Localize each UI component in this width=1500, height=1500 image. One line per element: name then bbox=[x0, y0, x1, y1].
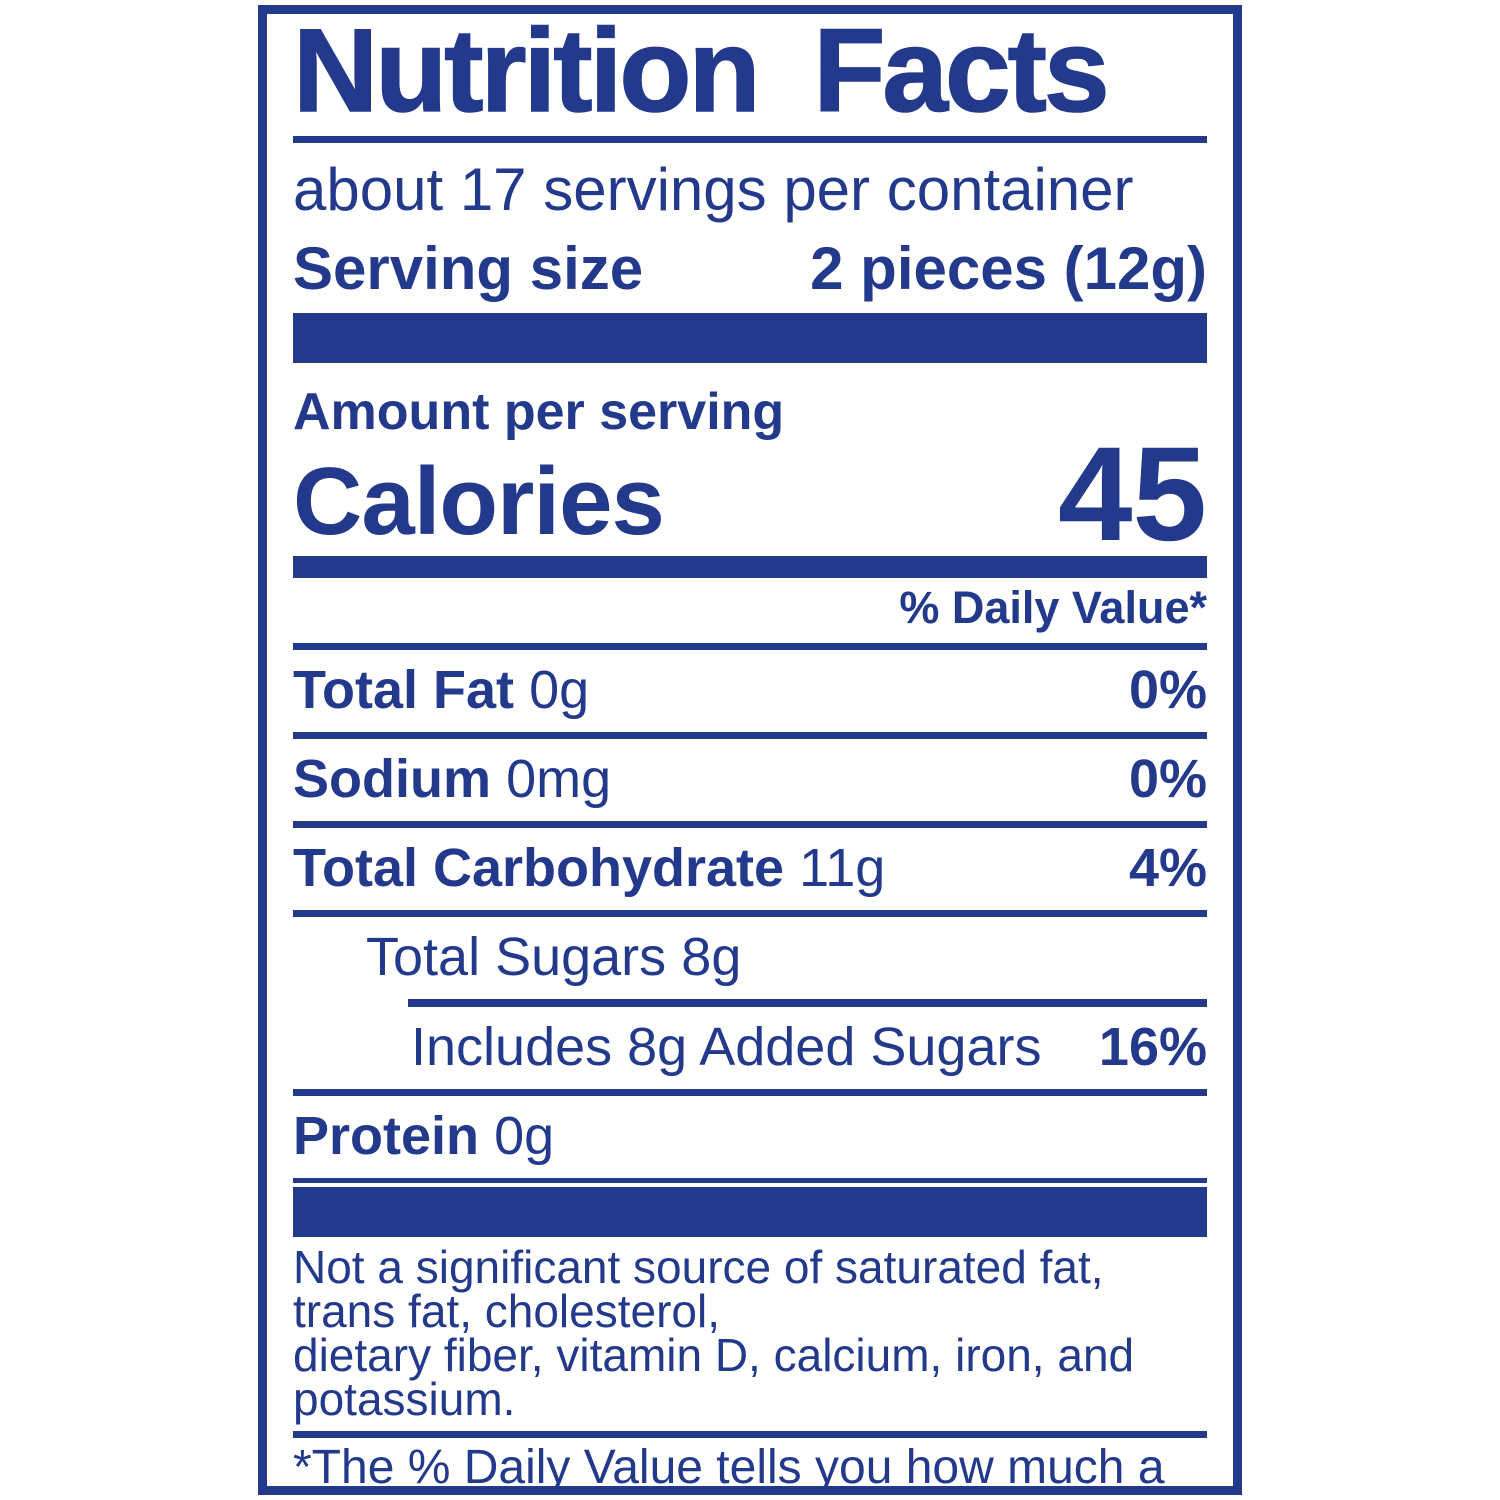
not-significant-line: Not a significant source of saturated fa… bbox=[293, 1240, 1104, 1337]
nutrient-row-sodium: Sodium 0mg 0% bbox=[293, 739, 1207, 821]
nutrition-facts-label: Nutrition Facts about 17 servings per co… bbox=[258, 5, 1242, 1495]
nutrient-row-added-sugars: Includes 8g Added Sugars 16% bbox=[293, 1007, 1207, 1089]
divider bbox=[293, 731, 1207, 739]
serving-size-value: 2 pieces (12g) bbox=[810, 234, 1207, 302]
daily-value-footnote: *The % Daily Value tells you how much a … bbox=[293, 1440, 1207, 1494]
divider bbox=[293, 1177, 1207, 1183]
nutrient-daily-value: 0% bbox=[1128, 659, 1207, 720]
section-bar-calories bbox=[293, 555, 1207, 578]
serving-size-row: Serving size 2 pieces (12g) bbox=[293, 234, 1207, 302]
divider bbox=[293, 820, 1207, 828]
nutrient-row-total-fat: Total Fat 0g 0% bbox=[293, 650, 1207, 732]
not-significant-line: dietary fiber, vitamin D, calcium, iron,… bbox=[293, 1328, 1135, 1425]
calories-value: 45 bbox=[1057, 419, 1207, 569]
nutrient-row-protein: Protein 0g bbox=[293, 1096, 1207, 1178]
nutrient-daily-value: 0% bbox=[1128, 748, 1207, 809]
nutrient-daily-value: 4% bbox=[1128, 837, 1207, 898]
servings-per-container: about 17 servings per container bbox=[293, 155, 1134, 223]
daily-value-header: % Daily Value* bbox=[899, 581, 1207, 633]
serving-size-label: Serving size bbox=[293, 234, 644, 302]
nutrient-row-total-carbohydrate: Total Carbohydrate 11g 4% bbox=[293, 828, 1207, 910]
not-significant-note: Not a significant source of saturated fa… bbox=[293, 1240, 1207, 1425]
divider-indented bbox=[408, 998, 1207, 1007]
nutrient-name-amount: Includes 8g Added Sugars bbox=[411, 1016, 1042, 1077]
divider bbox=[293, 1088, 1207, 1096]
nutrient-daily-value: 16% bbox=[1098, 1016, 1207, 1077]
nutrient-name-amount: Total Fat 0g bbox=[293, 659, 590, 720]
divider bbox=[293, 642, 1207, 650]
divider bbox=[293, 909, 1207, 917]
section-bar-bottom bbox=[293, 1186, 1207, 1237]
calories-label: Calories bbox=[293, 448, 665, 556]
nutrient-name-amount: Total Carbohydrate 11g bbox=[293, 837, 886, 898]
footnote-divider bbox=[293, 1430, 1207, 1438]
section-bar-top bbox=[293, 312, 1207, 363]
footnote-line: *The % Daily Value tells you how much a … bbox=[293, 1440, 1165, 1494]
nutrient-name-amount: Sodium 0mg bbox=[293, 748, 612, 809]
calories-row: Calories 45 bbox=[293, 419, 1207, 569]
label-title: Nutrition Facts bbox=[292, 5, 1110, 137]
nutrient-name-amount: Total Sugars 8g bbox=[366, 926, 742, 987]
title-divider bbox=[293, 135, 1207, 143]
amount-per-serving-label: Amount per serving bbox=[293, 382, 785, 441]
nutrient-name-amount: Protein 0g bbox=[293, 1105, 555, 1166]
nutrient-row-total-sugars: Total Sugars 8g bbox=[293, 917, 1207, 999]
